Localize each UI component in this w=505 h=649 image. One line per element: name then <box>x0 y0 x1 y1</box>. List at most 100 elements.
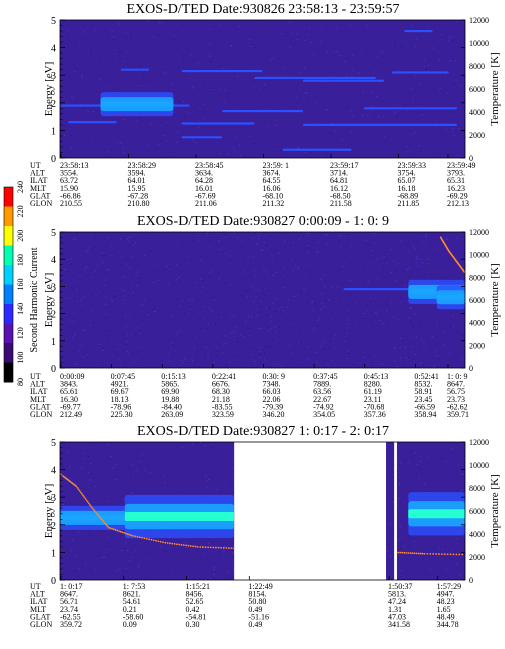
noise-pixel <box>193 237 196 239</box>
noise-pixel <box>209 89 211 91</box>
noise-pixel <box>400 298 402 300</box>
noise-pixel <box>220 45 222 47</box>
trace-point <box>383 551 386 554</box>
noise-pixel <box>104 149 107 151</box>
noise-pixel <box>209 54 211 56</box>
noise-pixel <box>306 490 308 492</box>
noise-pixel <box>404 552 406 554</box>
noise-pixel <box>453 242 455 244</box>
noise-pixel <box>361 298 363 300</box>
noise-pixel <box>105 80 108 82</box>
noise-pixel <box>265 269 267 271</box>
noise-pixel <box>259 89 262 91</box>
noise-pixel <box>376 445 378 447</box>
noise-pixel <box>409 276 411 278</box>
noise-pixel <box>267 472 269 474</box>
noise-pixel <box>60 454 62 456</box>
noise-pixel <box>74 68 77 70</box>
noise-pixel <box>260 237 263 239</box>
trace-point <box>413 552 416 555</box>
noise-pixel <box>427 456 430 458</box>
noise-pixel <box>176 141 178 143</box>
noise-pixel <box>341 139 344 141</box>
noise-pixel <box>389 328 391 330</box>
noise-pixel <box>193 338 195 340</box>
trace-point <box>75 485 78 488</box>
ephemeris-value: 3634. <box>195 169 213 178</box>
noise-pixel <box>414 249 416 251</box>
noise-pixel <box>255 294 257 296</box>
noise-pixel <box>449 60 451 62</box>
noise-pixel <box>314 482 317 484</box>
panel-title: EXOS-D/TED Date:930827 1: 0:17 - 2: 0:17 <box>137 424 389 439</box>
noise-pixel <box>446 239 449 241</box>
noise-pixel <box>384 572 386 574</box>
noise-pixel <box>123 498 125 500</box>
noise-pixel <box>346 295 349 297</box>
noise-pixel <box>278 308 280 310</box>
noise-pixel <box>363 70 365 72</box>
noise-pixel <box>209 276 211 278</box>
noise-pixel <box>218 240 220 242</box>
colorbar-segment <box>4 245 13 266</box>
noise-pixel <box>390 272 393 274</box>
noise-pixel <box>90 534 92 536</box>
noise-pixel <box>159 260 161 262</box>
noise-pixel <box>131 292 134 294</box>
noise-pixel <box>143 60 145 62</box>
noise-pixel <box>276 271 278 273</box>
colorbar-tick-label: 80 <box>16 378 25 386</box>
ephemeris-value: 54.61 <box>123 597 141 606</box>
noise-pixel <box>244 290 247 292</box>
noise-pixel <box>389 560 391 562</box>
noise-pixel <box>301 480 303 482</box>
noise-pixel <box>420 33 423 35</box>
noise-pixel <box>359 300 361 302</box>
noise-pixel <box>350 131 352 133</box>
noise-pixel <box>205 474 207 476</box>
noise-pixel <box>101 252 103 254</box>
ephemeris-value: 210.80 <box>128 199 150 208</box>
noise-pixel <box>220 65 223 67</box>
noise-pixel <box>373 232 375 234</box>
noise-pixel <box>99 81 102 83</box>
noise-pixel <box>200 279 202 281</box>
ephemeris-value: 3843. <box>60 380 78 389</box>
noise-pixel <box>175 569 178 571</box>
ephemeris-value: 15.90 <box>60 184 78 193</box>
noise-pixel <box>426 490 428 492</box>
noise-pixel <box>310 284 313 286</box>
noise-pixel <box>99 289 101 291</box>
noise-pixel <box>228 257 231 259</box>
noise-pixel <box>390 249 392 251</box>
noise-pixel <box>169 269 171 271</box>
noise-pixel <box>291 491 294 493</box>
trace-point <box>159 540 162 543</box>
ephemeris-value: 1:22:49 <box>248 582 272 591</box>
noise-pixel <box>285 541 288 543</box>
noise-pixel <box>262 348 264 350</box>
noise-pixel <box>113 276 115 278</box>
noise-pixel <box>172 344 175 346</box>
colorbar-segment <box>4 362 13 383</box>
noise-pixel <box>249 343 252 345</box>
noise-pixel <box>369 308 371 310</box>
noise-pixel <box>143 300 145 302</box>
trace-point <box>130 534 133 537</box>
noise-pixel <box>189 92 191 94</box>
noise-pixel <box>381 532 383 534</box>
noise-pixel <box>456 563 458 565</box>
noise-pixel <box>272 274 274 276</box>
noise-pixel <box>248 256 251 258</box>
noise-pixel <box>65 359 68 361</box>
ephemeris-value: 211.32 <box>263 199 285 208</box>
noise-pixel <box>399 476 401 478</box>
noise-pixel <box>462 473 464 475</box>
band-core <box>181 122 255 125</box>
noise-pixel <box>407 317 410 319</box>
panel-title: EXOS-D/TED Date:930827 0:00:09 - 1: 0: 9 <box>137 214 389 229</box>
noise-pixel <box>221 331 223 333</box>
noise-pixel <box>441 28 443 30</box>
noise-pixel <box>394 459 397 461</box>
noise-pixel <box>102 362 104 364</box>
